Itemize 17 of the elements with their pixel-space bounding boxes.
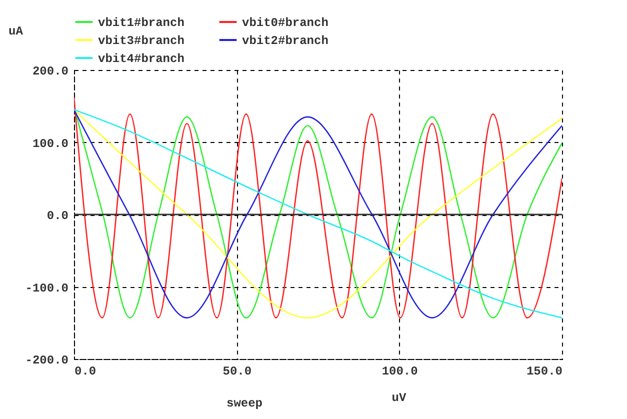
x-tick-label: 150.0 — [526, 364, 562, 378]
y-tick-label: -100.0 — [25, 281, 68, 296]
legend-label: vbit2#branch — [242, 34, 328, 48]
y-tick-label: 100.0 — [32, 136, 68, 151]
y-tick-label: -200.0 — [25, 354, 68, 368]
y-tick-label: 200.0 — [32, 64, 68, 78]
x-tick-label: 100.0 — [382, 364, 418, 378]
legend-label: vbit3#branch — [98, 34, 184, 48]
text: uV — [392, 391, 407, 405]
legend-label: vbit1#branch — [98, 16, 184, 30]
y-tick-label: 0.0 — [46, 209, 68, 223]
legend-label: vbit4#branch — [98, 52, 184, 66]
y-axis-title: uA — [8, 24, 24, 38]
x-tick-label: 0.0 — [74, 364, 96, 378]
x-axis-title: sweep — [226, 396, 263, 410]
x-tick-label: 50.0 — [222, 364, 252, 378]
legend-label: vbit0#branch — [242, 16, 328, 30]
